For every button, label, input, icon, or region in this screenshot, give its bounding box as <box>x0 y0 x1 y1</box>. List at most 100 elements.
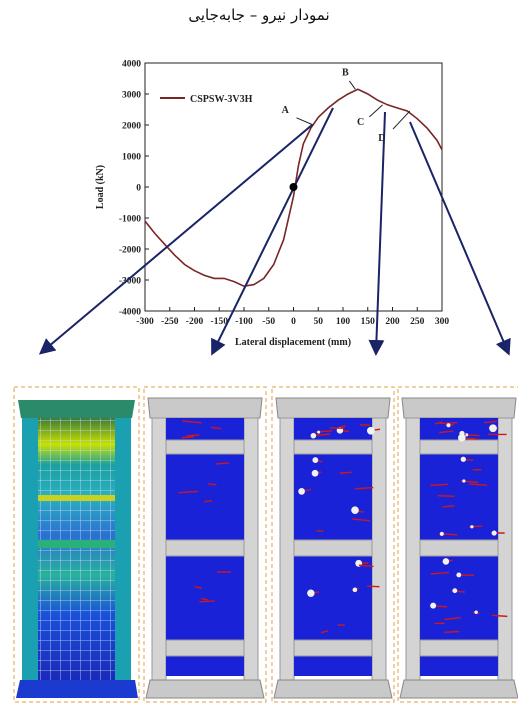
damage-panel-b <box>143 386 267 703</box>
spall-mark <box>446 423 451 428</box>
infill-bay <box>420 656 498 676</box>
infill-bay <box>294 556 372 640</box>
infill-bay <box>294 418 372 440</box>
annotation-leader-a <box>296 117 314 126</box>
infill-bay <box>166 454 244 540</box>
crack-mark <box>484 420 498 424</box>
x-tick-label: -50 <box>262 317 275 327</box>
mid-beam <box>419 639 499 657</box>
crack-mark <box>430 483 449 487</box>
crack-mark <box>186 434 200 437</box>
pointer-arrows <box>38 107 511 356</box>
infill-bay <box>294 454 372 540</box>
y-tick-label: 3000 <box>122 91 141 101</box>
crack-mark <box>442 505 455 508</box>
spall-mark <box>311 469 319 477</box>
right-column <box>243 417 259 681</box>
legend-label: CSPSW-3V3H <box>190 94 253 105</box>
crack-mark <box>444 616 461 621</box>
figure-caption: نمودار نیرو – جابه‌جایی <box>188 6 330 24</box>
spall-mark <box>460 456 466 462</box>
panel-frame <box>397 386 518 703</box>
x-tick-label: -250 <box>161 317 179 327</box>
x-axis-ticks: -300 -250 -200 -150 -100 -50 0 50 100 150 200 250 30… <box>136 307 449 327</box>
crack-mark <box>491 614 508 618</box>
annotation-leader-d <box>392 110 411 130</box>
crack-mark <box>316 529 324 533</box>
x-tick-label: 300 <box>435 317 450 327</box>
panel-frame <box>143 386 267 703</box>
infill-bay <box>166 418 244 440</box>
x-tick-label: -300 <box>136 317 154 327</box>
spall-mark <box>464 433 469 437</box>
y-tick-label: 2000 <box>122 122 141 132</box>
y-tick-label: -2000 <box>119 246 141 256</box>
spall-mark <box>351 506 359 515</box>
mid-beam <box>165 439 245 455</box>
spall-mark <box>474 610 478 614</box>
infill-bay <box>294 656 372 676</box>
left-column <box>279 417 295 681</box>
base-plate <box>399 679 518 699</box>
top-beam <box>147 397 263 419</box>
mid-beam-2 <box>38 540 115 548</box>
arrow-d <box>409 121 511 356</box>
infill-bay <box>166 556 244 640</box>
damage-panel-d <box>397 386 518 703</box>
spall-mark <box>462 479 466 483</box>
crack-mark <box>194 585 202 589</box>
top-beam <box>401 397 517 419</box>
x-tick-label: 150 <box>361 317 376 327</box>
y-axis-label: Load (kN) <box>95 165 106 209</box>
spall-mark <box>352 587 358 593</box>
crack-mark <box>440 422 458 425</box>
mid-beam <box>293 539 373 557</box>
crack-mark <box>211 426 222 430</box>
y-tick-label: -1000 <box>119 215 141 225</box>
infill-bay <box>420 454 498 540</box>
x-tick-label: 100 <box>336 317 351 327</box>
crack-mark <box>199 600 215 603</box>
crack-mark <box>320 630 329 634</box>
crack-mark <box>367 585 380 588</box>
crack-mark <box>359 564 374 568</box>
crack-mark <box>355 486 374 490</box>
y-tick-label: 0 <box>136 184 141 194</box>
spall-mark <box>430 602 437 609</box>
crack-mark <box>437 495 455 498</box>
mid-beam <box>165 639 245 657</box>
spall-mark <box>452 588 458 594</box>
arrow-c <box>368 111 386 356</box>
stress-contour-panel <box>13 386 140 703</box>
base-plate <box>16 680 138 698</box>
x-tick-label: -200 <box>186 317 204 327</box>
annotation-label-a: A <box>282 105 290 116</box>
x-tick-label: 50 <box>314 317 324 327</box>
crack-mark <box>215 462 230 465</box>
y-axis-ticks: -4000 -3000 -2000 -1000 0 1000 2000 3000 4000 <box>119 60 149 318</box>
top-beam <box>275 397 391 419</box>
damage-panel-c <box>271 386 395 703</box>
y-tick-label: -3000 <box>119 277 141 287</box>
mid-beam <box>419 439 499 455</box>
mid-beam <box>293 439 373 455</box>
spall-mark <box>312 457 319 463</box>
annotation-leader-c <box>369 104 383 118</box>
mid-beam <box>293 639 373 657</box>
base-plate <box>145 679 265 699</box>
spall-mark <box>489 424 497 433</box>
crack-mark <box>444 630 460 634</box>
top-beam <box>18 400 135 418</box>
x-axis-label: Lateral displacement (mm) <box>235 337 351 348</box>
mid-beam <box>419 539 499 557</box>
right-column <box>497 417 513 681</box>
crack-mark <box>181 435 195 439</box>
right-column <box>371 417 387 681</box>
infill-bay <box>166 656 244 676</box>
spall-mark <box>458 434 466 442</box>
crack-mark <box>434 421 443 425</box>
y-tick-label: -4000 <box>119 308 141 318</box>
y-tick-label: 4000 <box>122 60 141 70</box>
annotation-label-c: C <box>357 117 364 128</box>
x-tick-label: 0 <box>291 317 296 327</box>
